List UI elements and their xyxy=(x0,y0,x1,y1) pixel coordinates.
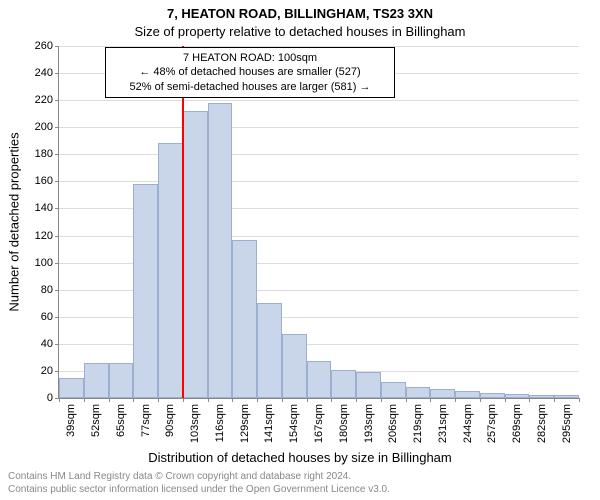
histogram-bar xyxy=(257,303,282,398)
histogram-bar xyxy=(109,363,134,398)
histogram-bar xyxy=(307,361,332,398)
histogram-bar xyxy=(84,363,109,398)
x-tick-label: 154sqm xyxy=(288,404,300,443)
histogram-bar xyxy=(356,372,381,398)
histogram-bar xyxy=(282,334,307,398)
gridline xyxy=(59,100,579,101)
gridline xyxy=(59,181,579,182)
gridline xyxy=(59,127,579,128)
x-tick-label: 219sqm xyxy=(412,404,424,443)
x-tick-label: 231sqm xyxy=(437,404,449,443)
histogram-bar xyxy=(331,370,356,398)
annotation-line-2: ← 48% of detached houses are smaller (52… xyxy=(112,65,388,79)
plot-area: 02040608010012014016018020022024026039sq… xyxy=(58,46,579,399)
x-tick-label: 206sqm xyxy=(387,404,399,443)
x-tick-label: 269sqm xyxy=(511,404,523,443)
x-tick-label: 77sqm xyxy=(140,404,152,437)
histogram-bar xyxy=(480,393,505,398)
histogram-bar xyxy=(232,240,257,398)
y-tick-label: 0 xyxy=(47,392,53,404)
histogram-bar xyxy=(208,103,233,398)
y-tick-label: 100 xyxy=(35,257,53,269)
histogram-bar xyxy=(158,143,183,398)
y-axis-label: Number of detached properties xyxy=(7,132,22,311)
chart-title-address: 7, HEATON ROAD, BILLINGHAM, TS23 3XN xyxy=(0,6,600,21)
y-tick-label: 260 xyxy=(35,40,53,52)
x-tick-label: 90sqm xyxy=(164,404,176,437)
x-tick-label: 295sqm xyxy=(561,404,573,443)
gridline xyxy=(59,154,579,155)
x-axis-label: Distribution of detached houses by size … xyxy=(0,450,600,465)
histogram-chart: 7, HEATON ROAD, BILLINGHAM, TS23 3XN Siz… xyxy=(0,0,600,500)
annotation-line-1: 7 HEATON ROAD: 100sqm xyxy=(112,51,388,65)
x-tick-label: 52sqm xyxy=(90,404,102,437)
histogram-bar xyxy=(554,395,579,398)
chart-subtitle: Size of property relative to detached ho… xyxy=(0,24,600,39)
x-tick-label: 180sqm xyxy=(338,404,350,443)
x-tick-label: 39sqm xyxy=(65,404,77,437)
x-tick-label: 141sqm xyxy=(263,404,275,443)
histogram-bar xyxy=(381,382,406,398)
x-tick-label: 103sqm xyxy=(189,404,201,443)
histogram-bar xyxy=(59,378,84,398)
histogram-bar xyxy=(183,111,208,398)
y-tick-label: 120 xyxy=(35,230,53,242)
y-tick-label: 20 xyxy=(41,365,53,377)
x-tick-label: 116sqm xyxy=(214,404,226,442)
x-tick-label: 193sqm xyxy=(363,404,375,443)
footer-attribution: Contains HM Land Registry data © Crown c… xyxy=(8,470,390,496)
y-tick-label: 180 xyxy=(35,148,53,160)
x-tick-label: 244sqm xyxy=(462,404,474,443)
histogram-bar xyxy=(529,395,554,398)
y-tick-label: 60 xyxy=(41,311,53,323)
y-tick-label: 240 xyxy=(35,67,53,79)
y-tick-label: 40 xyxy=(41,338,53,350)
histogram-bar xyxy=(505,394,530,398)
footer-line-2: Contains public sector information licen… xyxy=(8,483,390,496)
x-tick-label: 167sqm xyxy=(313,404,325,443)
histogram-bar xyxy=(406,387,431,398)
y-tick-label: 220 xyxy=(35,94,53,106)
x-tick-label: 257sqm xyxy=(486,404,498,443)
histogram-bar xyxy=(455,391,480,398)
annotation-box: 7 HEATON ROAD: 100sqm ← 48% of detached … xyxy=(105,47,395,98)
histogram-bar xyxy=(133,184,158,398)
y-tick-label: 80 xyxy=(41,284,53,296)
x-tick-label: 282sqm xyxy=(536,404,548,443)
footer-line-1: Contains HM Land Registry data © Crown c… xyxy=(8,470,390,483)
x-tick-label: 65sqm xyxy=(115,404,127,437)
property-marker-line xyxy=(182,46,184,398)
y-tick-label: 140 xyxy=(35,202,53,214)
y-tick-label: 160 xyxy=(35,175,53,187)
histogram-bar xyxy=(430,389,455,398)
x-tick-label: 129sqm xyxy=(239,404,251,443)
annotation-line-3: 52% of semi-detached houses are larger (… xyxy=(112,80,388,94)
y-tick-label: 200 xyxy=(35,121,53,133)
